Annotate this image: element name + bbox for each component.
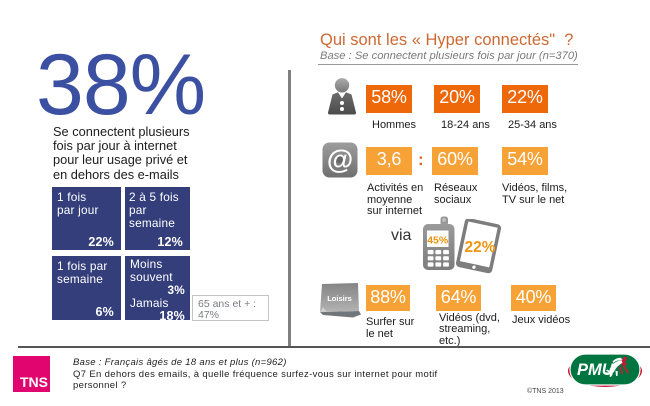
svg-text:22%: 22% (464, 239, 495, 256)
svg-text:@: @ (327, 145, 353, 175)
svg-text:45%: 45% (427, 235, 449, 247)
svg-text:Loisirs: Loisirs (327, 294, 352, 303)
